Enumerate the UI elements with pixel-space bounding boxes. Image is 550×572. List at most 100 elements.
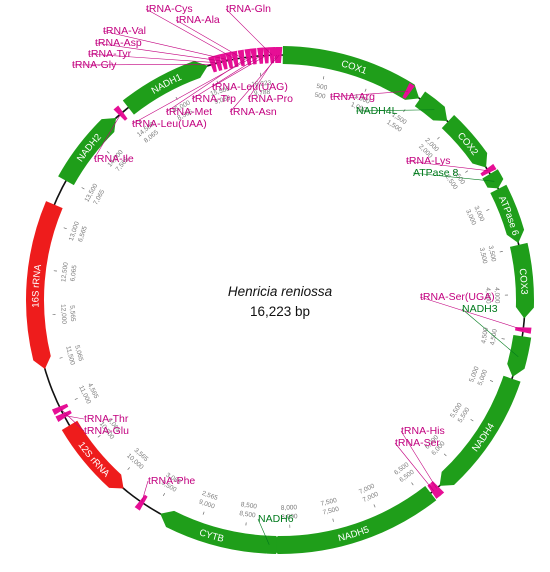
inner-tick-mark	[490, 380, 494, 382]
trna-trna-lys	[480, 163, 497, 177]
outer-tick-label: 12,000	[59, 304, 67, 325]
label-trna-lys: tRNA-Lys	[406, 155, 451, 167]
inner-tick-label: 9,788	[254, 89, 271, 97]
inner-tick-mark	[443, 453, 447, 457]
label-trna-phe: tRNA-Phe	[148, 475, 195, 487]
gene-cytb	[160, 510, 268, 554]
leader-line-trna-gln	[225, 8, 273, 56]
inner-tick-mark	[202, 511, 205, 515]
inner-tick-mark	[63, 227, 67, 229]
label-trna-ser-uga: tRNA-Ser(UGA)	[420, 291, 495, 303]
inner-tick-mark	[501, 338, 505, 340]
trna-trna-trp	[257, 47, 264, 64]
leader-line-trna-ala	[175, 19, 243, 59]
trna-trna-ser-uga	[515, 327, 532, 334]
leader-line-trna-lys	[405, 160, 489, 171]
inner-tick-label: 5,565	[68, 305, 76, 322]
label-trna-cys: tRNA-Cys	[146, 3, 193, 15]
outer-tick-label: 4,000	[493, 287, 500, 304]
inner-tick-mark	[162, 493, 166, 496]
label-nadh6: NADH6	[258, 513, 294, 525]
inner-tick-label: 5,065	[73, 344, 84, 362]
leader-line-layer	[60, 8, 524, 545]
leader-line-trna-trp	[191, 55, 261, 100]
inner-tick-label: 4,000	[484, 287, 491, 304]
label-trna-his: tRNA-His	[401, 425, 445, 437]
trna-trna-leu-uaa	[250, 48, 257, 65]
inner-tick-mark	[106, 151, 110, 154]
gene-nadh5	[266, 486, 437, 554]
trna-trna-his	[430, 481, 445, 497]
gene-nadh4l	[414, 91, 448, 121]
inner-tick-label: 6,565	[77, 225, 89, 243]
outer-tick-label: 12,500	[60, 261, 70, 282]
label-trna-arg: tRNA-Arg	[330, 91, 375, 103]
inner-tick-mark	[499, 251, 503, 253]
gene-cox1	[282, 46, 420, 100]
trna-trna-phe	[134, 494, 148, 511]
leader-line-trna-arg	[329, 90, 409, 98]
outer-tick-label: 11,500	[64, 345, 76, 366]
gene-atpase-6	[490, 184, 525, 244]
inner-tick-mark	[411, 482, 414, 486]
label-trna-val: tRNA-Val	[103, 25, 146, 37]
leader-line-trna-leu-uag	[211, 55, 267, 88]
label-trna-ala: tRNA-Ala	[176, 14, 220, 26]
label-trna-gly: tRNA-Gly	[72, 59, 117, 71]
label-atpase-8: ATPase 8	[413, 167, 458, 179]
gene-nadh3	[507, 334, 532, 377]
leader-line-trna-asp	[94, 42, 225, 62]
inner-tick-mark	[138, 120, 141, 124]
inner-tick-label: 9,065	[214, 95, 232, 106]
outer-tick-label: 16,223	[251, 80, 272, 89]
leader-line-trna-phe	[141, 480, 149, 503]
label-nadh4l: NADH4L	[356, 105, 398, 117]
inner-tick-mark	[470, 419, 474, 422]
gene-atpase-8	[482, 169, 504, 189]
gene-nadh2	[58, 117, 117, 186]
inner-tick-mark	[364, 88, 367, 92]
gene-nadh1	[122, 60, 208, 115]
inner-tick-mark	[437, 136, 440, 140]
label-trna-leu-uaa: tRNA-Leu(UAA)	[132, 118, 207, 130]
outer-tick-label: 500	[316, 83, 328, 92]
leader-line-trna-leu-uaa	[131, 56, 255, 125]
leader-line-trna-met	[165, 56, 249, 113]
leader-line-trna-his	[400, 430, 437, 489]
gene-nadh6	[262, 535, 277, 554]
leader-line-trna-ile	[93, 113, 122, 160]
label-trna-asp: tRNA-Asp	[95, 37, 142, 49]
trna-trna-met	[244, 48, 252, 66]
outer-tick-label: 4,500	[489, 328, 499, 346]
leader-line-nadh4l	[355, 109, 435, 112]
inner-tick-label: 6,065	[69, 264, 78, 281]
label-trna-thr: tRNA-Thr	[84, 413, 129, 425]
label-trna-leu-uag: tRNA-Leu(UAG)	[212, 81, 288, 93]
inner-tick-mark	[373, 504, 376, 508]
inner-tick-mark	[465, 170, 469, 173]
leader-line-trna-val	[102, 30, 230, 61]
inner-tick-mark	[216, 80, 219, 84]
outer-tick-label: 8,000	[281, 513, 298, 521]
inner-tick-mark	[332, 518, 334, 522]
gene-12s-rrna	[61, 420, 124, 489]
genome-size: 16,223 bp	[250, 304, 310, 319]
inner-tick-label: 4,500	[480, 327, 490, 345]
label-trna-met: tRNA-Met	[166, 106, 212, 118]
gene-16s-rrna	[25, 201, 63, 370]
gene-label-cox3: COX3	[517, 268, 530, 295]
inner-tick-mark	[97, 435, 101, 438]
inner-tick-label: 500	[314, 92, 326, 101]
species-name: Henricia reniossa	[228, 284, 333, 299]
inner-tick-mark	[127, 467, 130, 470]
leader-line-trna-cys	[145, 8, 236, 60]
trna-trna-glu	[51, 403, 69, 416]
label-trna-pro: tRNA-Pro	[248, 93, 293, 105]
leader-line-trna-gly	[71, 63, 214, 66]
trna-trna-thr	[55, 410, 72, 422]
leader-line-nadh3	[461, 308, 519, 358]
gene-nadh4	[439, 375, 521, 486]
outer-tick-label: 3,500	[487, 245, 497, 263]
outer-tick-label: 7,500	[322, 506, 340, 517]
